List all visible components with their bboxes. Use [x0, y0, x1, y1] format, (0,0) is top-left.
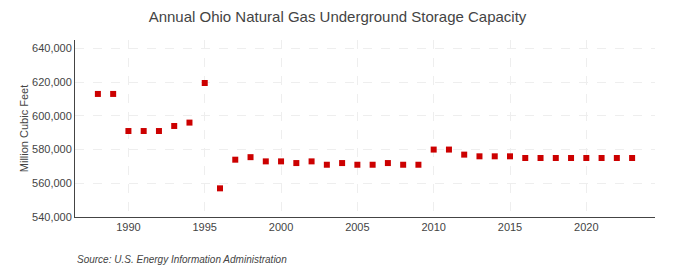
svg-text:600,000: 600,000: [32, 110, 72, 122]
svg-text:640,000: 640,000: [32, 42, 72, 54]
svg-text:Annual Ohio Natural Gas Underg: Annual Ohio Natural Gas Underground Stor…: [149, 8, 527, 25]
svg-text:1995: 1995: [192, 221, 216, 233]
svg-text:2005: 2005: [345, 221, 369, 233]
svg-text:580,000: 580,000: [32, 143, 72, 155]
svg-text:560,000: 560,000: [32, 177, 72, 189]
svg-text:2010: 2010: [421, 221, 445, 233]
svg-text:Million Cubic Feet: Million Cubic Feet: [18, 85, 30, 172]
svg-text:620,000: 620,000: [32, 76, 72, 88]
svg-text:Source: U.S. Energy Informatio: Source: U.S. Energy Information Administ…: [77, 254, 287, 265]
svg-text:1990: 1990: [116, 221, 140, 233]
svg-text:2020: 2020: [574, 221, 598, 233]
svg-text:540,000: 540,000: [32, 211, 72, 223]
svg-text:2000: 2000: [269, 221, 293, 233]
svg-text:2015: 2015: [498, 221, 522, 233]
